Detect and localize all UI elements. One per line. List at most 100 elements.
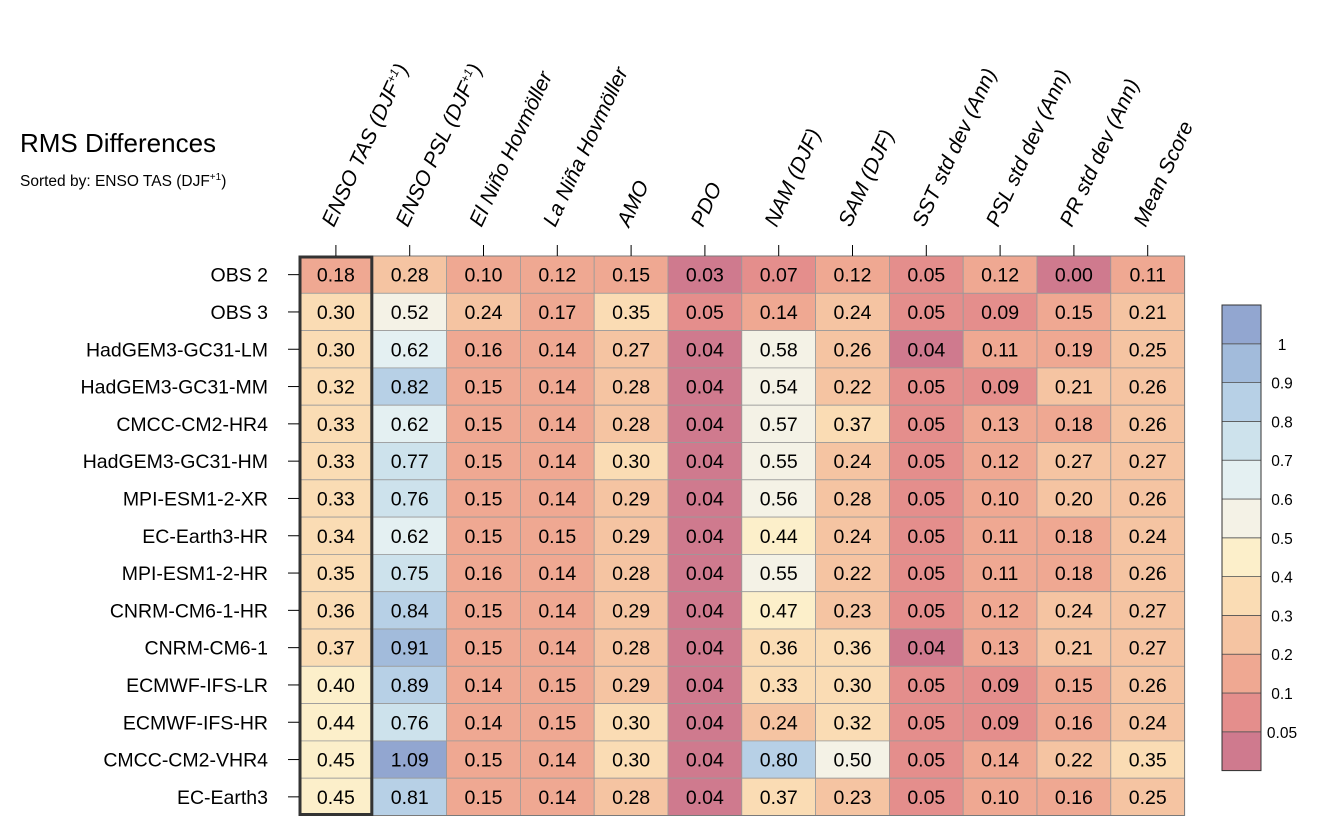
cell-value: 0.05 xyxy=(907,414,945,436)
heatmap-cell xyxy=(815,777,890,816)
column-label-text: ENSO PSL (DJF xyxy=(391,78,478,230)
colorbar-segment xyxy=(1221,304,1262,345)
heatmap-cell xyxy=(889,777,964,816)
cell-value: 0.84 xyxy=(391,600,429,622)
heatmap-cell xyxy=(741,740,816,779)
cell-value: 0.11 xyxy=(1129,265,1166,287)
heatmap-cell xyxy=(667,442,743,481)
cell-value: 0.22 xyxy=(1055,750,1093,772)
heatmap-cell xyxy=(1110,554,1186,593)
cell-value: 0.12 xyxy=(834,265,872,287)
cell-value: 0.05 xyxy=(907,302,945,324)
cell-value: 0.04 xyxy=(686,563,724,585)
column-label-text: NAM (DJF) xyxy=(760,125,825,230)
heatmap-cell xyxy=(667,777,743,816)
cell-value: 0.14 xyxy=(538,488,576,510)
heatmap-cell xyxy=(446,740,521,779)
cell-value: 0.29 xyxy=(612,526,650,548)
colorbar-segment xyxy=(1221,576,1262,616)
row-label: OBS 2 xyxy=(211,265,268,287)
heatmap-cell xyxy=(1036,292,1112,331)
heatmap-cell xyxy=(298,665,374,704)
cell-value: 0.37 xyxy=(317,638,355,660)
heatmap-cell xyxy=(593,591,669,630)
cell-value: 0.34 xyxy=(317,526,355,548)
cell-value: 0.14 xyxy=(538,451,576,473)
heatmap-cell xyxy=(741,442,816,481)
cell-value: 0.18 xyxy=(1055,414,1093,436)
heatmap-cell xyxy=(962,516,1038,555)
cell-value: 0.62 xyxy=(391,526,429,548)
column-label-text: AMO xyxy=(612,177,654,232)
cell-value: 0.09 xyxy=(981,377,1019,399)
cell-value: 0.04 xyxy=(686,526,724,548)
cell-value: 0.04 xyxy=(686,712,724,734)
column-label-text: PSL std dev (Ann) xyxy=(982,66,1075,230)
cell-value: 0.26 xyxy=(1129,377,1167,399)
colorbar-tick-label: 0.9 xyxy=(1271,376,1293,393)
cell-value: 0.15 xyxy=(538,712,576,734)
heatmap-cell xyxy=(889,255,964,294)
heatmap-cell xyxy=(1110,740,1186,779)
cell-value: 0.12 xyxy=(981,265,1019,287)
cell-value: 0.45 xyxy=(317,750,355,772)
colorbar-tick-label: 0.05 xyxy=(1267,725,1297,742)
cell-value: 0.82 xyxy=(391,377,429,399)
cell-value: 0.25 xyxy=(1129,787,1167,809)
column-label: NAM (DJF) xyxy=(760,125,825,230)
heatmap-cell xyxy=(520,554,595,593)
heatmap-cell xyxy=(520,777,595,816)
cell-value: 0.04 xyxy=(686,675,724,697)
subtitle-close: ) xyxy=(221,173,227,191)
cell-value: 0.03 xyxy=(686,265,724,287)
heatmap-cell xyxy=(593,255,669,294)
heatmap-cell xyxy=(520,665,595,704)
cell-value: 0.14 xyxy=(538,377,576,399)
colorbar-tick-label: 0.4 xyxy=(1271,570,1293,587)
colorbar-tick-label: 1 xyxy=(1278,337,1287,354)
column-label: SAM (DJF) xyxy=(834,126,899,230)
cell-value: 0.15 xyxy=(465,600,503,622)
heatmap-cell xyxy=(298,479,374,518)
heatmap-cell xyxy=(962,255,1038,294)
heatmap-cell xyxy=(1036,703,1112,742)
cell-value: 0.07 xyxy=(760,265,798,287)
heatmap-cell xyxy=(962,442,1038,481)
heatmap-cell xyxy=(372,777,447,816)
heatmap-cell xyxy=(446,628,521,667)
cell-value: 0.04 xyxy=(686,414,724,436)
heatmap-cell xyxy=(520,516,595,555)
colorbar-segment xyxy=(1221,343,1262,383)
cell-value: 0.05 xyxy=(686,302,724,324)
row-label: HadGEM3-GC31-HM xyxy=(83,451,268,473)
column-label-superscript: +1 xyxy=(457,67,475,85)
cell-value: 0.09 xyxy=(981,302,1019,324)
heatmap-cell xyxy=(962,777,1038,816)
cell-value: 0.30 xyxy=(317,302,355,324)
cell-value: 0.44 xyxy=(317,712,355,734)
cell-value: 0.33 xyxy=(317,488,355,510)
heatmap-cell xyxy=(593,442,669,481)
heatmap-cell xyxy=(741,703,816,742)
heatmap-cell xyxy=(1036,777,1112,816)
cell-value: 0.14 xyxy=(538,638,576,660)
cell-value: 0.22 xyxy=(834,377,872,399)
row-label: MPI-ESM1-2-XR xyxy=(123,488,268,510)
cell-value: 0.28 xyxy=(612,414,650,436)
cell-value: 0.05 xyxy=(907,488,945,510)
cell-value: 0.30 xyxy=(834,675,872,697)
heatmap-cell xyxy=(741,665,816,704)
heatmap-cell xyxy=(889,404,964,443)
colorbar-tick-label: 0.2 xyxy=(1271,647,1293,664)
cell-value: 0.24 xyxy=(465,302,503,324)
heatmap-cell xyxy=(298,554,374,593)
cell-value: 0.89 xyxy=(391,675,429,697)
cell-value: 0.26 xyxy=(834,339,872,361)
cell-value: 0.15 xyxy=(1055,302,1093,324)
heatmap-cell xyxy=(593,292,669,331)
cell-value: 0.15 xyxy=(465,488,503,510)
heatmap-cell xyxy=(1036,255,1112,294)
heatmap-cell xyxy=(1036,367,1112,406)
colorbar-segment xyxy=(1221,420,1262,461)
cell-value: 0.11 xyxy=(982,526,1019,548)
